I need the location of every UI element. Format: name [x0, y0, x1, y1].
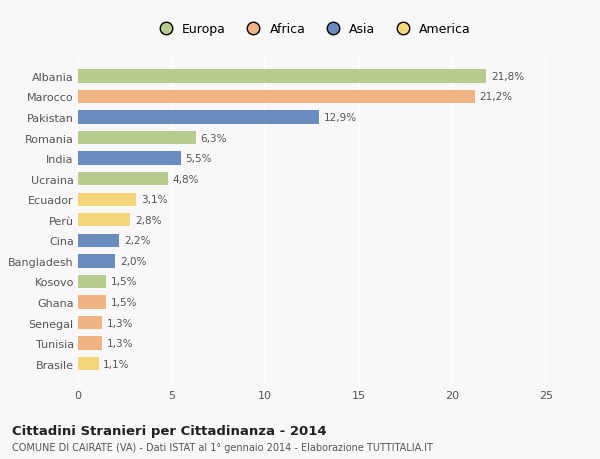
Text: 2,8%: 2,8% — [135, 215, 161, 225]
Text: 3,1%: 3,1% — [141, 195, 167, 205]
Text: 1,1%: 1,1% — [103, 359, 130, 369]
Bar — [78, 337, 103, 350]
Bar — [78, 70, 486, 84]
Text: 1,5%: 1,5% — [111, 277, 137, 287]
Text: 5,5%: 5,5% — [185, 154, 212, 164]
Bar — [78, 316, 103, 330]
Text: 6,3%: 6,3% — [200, 133, 227, 143]
Bar — [78, 90, 475, 104]
Text: 2,0%: 2,0% — [120, 256, 146, 266]
Text: 1,5%: 1,5% — [111, 297, 137, 308]
Text: 1,3%: 1,3% — [107, 318, 134, 328]
Bar — [78, 296, 106, 309]
Bar — [78, 255, 115, 268]
Text: 2,2%: 2,2% — [124, 236, 151, 246]
Text: 21,8%: 21,8% — [491, 72, 524, 82]
Bar — [78, 173, 168, 186]
Text: COMUNE DI CAIRATE (VA) - Dati ISTAT al 1° gennaio 2014 - Elaborazione TUTTITALIA: COMUNE DI CAIRATE (VA) - Dati ISTAT al 1… — [12, 442, 433, 452]
Text: 21,2%: 21,2% — [479, 92, 512, 102]
Bar — [78, 193, 136, 207]
Bar — [78, 213, 130, 227]
Legend: Europa, Africa, Asia, America: Europa, Africa, Asia, America — [148, 18, 476, 41]
Bar — [78, 234, 119, 247]
Bar — [78, 275, 106, 289]
Text: 4,8%: 4,8% — [173, 174, 199, 185]
Text: Cittadini Stranieri per Cittadinanza - 2014: Cittadini Stranieri per Cittadinanza - 2… — [12, 425, 326, 437]
Bar — [78, 152, 181, 165]
Text: 12,9%: 12,9% — [324, 113, 357, 123]
Text: 1,3%: 1,3% — [107, 338, 134, 348]
Bar — [78, 111, 319, 124]
Bar — [78, 132, 196, 145]
Bar — [78, 357, 98, 370]
